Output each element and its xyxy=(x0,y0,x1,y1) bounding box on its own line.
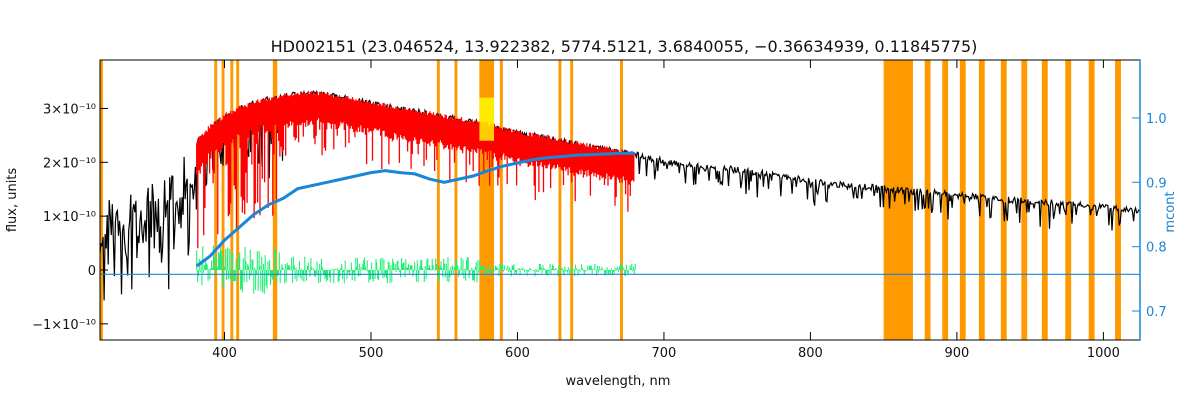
right-y-axis-label: mcont xyxy=(1163,191,1178,232)
right-y-tick-label: 0.7 xyxy=(1146,305,1167,320)
masked-region-16 xyxy=(959,60,966,340)
masked-region-15 xyxy=(942,60,949,340)
y-tick-label: 1×10⁻¹⁰ xyxy=(43,210,96,225)
masked-region-21 xyxy=(1065,60,1072,340)
y-tick-label: 3×10⁻¹⁰ xyxy=(43,102,96,117)
x-tick-label: 1000 xyxy=(1087,346,1120,361)
right-y-tick-label: 0.9 xyxy=(1146,176,1167,191)
y-tick-label: 2×10⁻¹⁰ xyxy=(43,156,96,171)
right-y-tick-label: 0.8 xyxy=(1146,241,1167,256)
plot-area: 400 500 600 700 800 900 1000 −1×10⁻¹⁰ 0 1×10⁻¹⁰ 2×… xyxy=(32,59,1167,361)
continuum-curve xyxy=(195,151,635,268)
masked-region-6 xyxy=(436,60,440,340)
x-tick-label: 600 xyxy=(505,346,530,361)
masked-region-4 xyxy=(236,60,240,340)
x-tick-label: 700 xyxy=(652,346,677,361)
masked-region-23 xyxy=(1115,60,1121,340)
residuals xyxy=(196,245,636,294)
model-spectrum-fill xyxy=(196,91,635,249)
highlight-region-0 xyxy=(479,97,495,141)
masked-region-1 xyxy=(214,60,218,340)
x-tick-label: 400 xyxy=(212,346,237,361)
masked-region-17 xyxy=(978,60,985,340)
x-tick-label: 800 xyxy=(798,346,823,361)
masked-region-22 xyxy=(1088,60,1095,340)
masked-region-12 xyxy=(620,60,623,340)
chart-title: HD002151 (23.046524, 13.922382, 5774.512… xyxy=(271,37,978,56)
masked-region-3 xyxy=(230,60,234,340)
masked-region-9 xyxy=(499,60,503,340)
x-tick-label: 900 xyxy=(944,346,969,361)
masked-region-11 xyxy=(570,60,574,340)
x-axis-label: wavelength, nm xyxy=(566,374,671,389)
y-tick-label: −1×10⁻¹⁰ xyxy=(32,318,96,333)
masked-region-5 xyxy=(272,60,278,340)
x-tick-label: 500 xyxy=(359,346,384,361)
masked-region-10 xyxy=(558,60,562,340)
y-axis-label: flux, units xyxy=(5,168,20,233)
masked-region-2 xyxy=(221,60,225,340)
masked-region-18 xyxy=(1000,60,1007,340)
y-tick-label: 0 xyxy=(88,264,96,279)
right-y-tick-label: 1.0 xyxy=(1146,112,1167,127)
masked-region-7 xyxy=(454,60,458,340)
masked-region-0 xyxy=(100,60,103,340)
